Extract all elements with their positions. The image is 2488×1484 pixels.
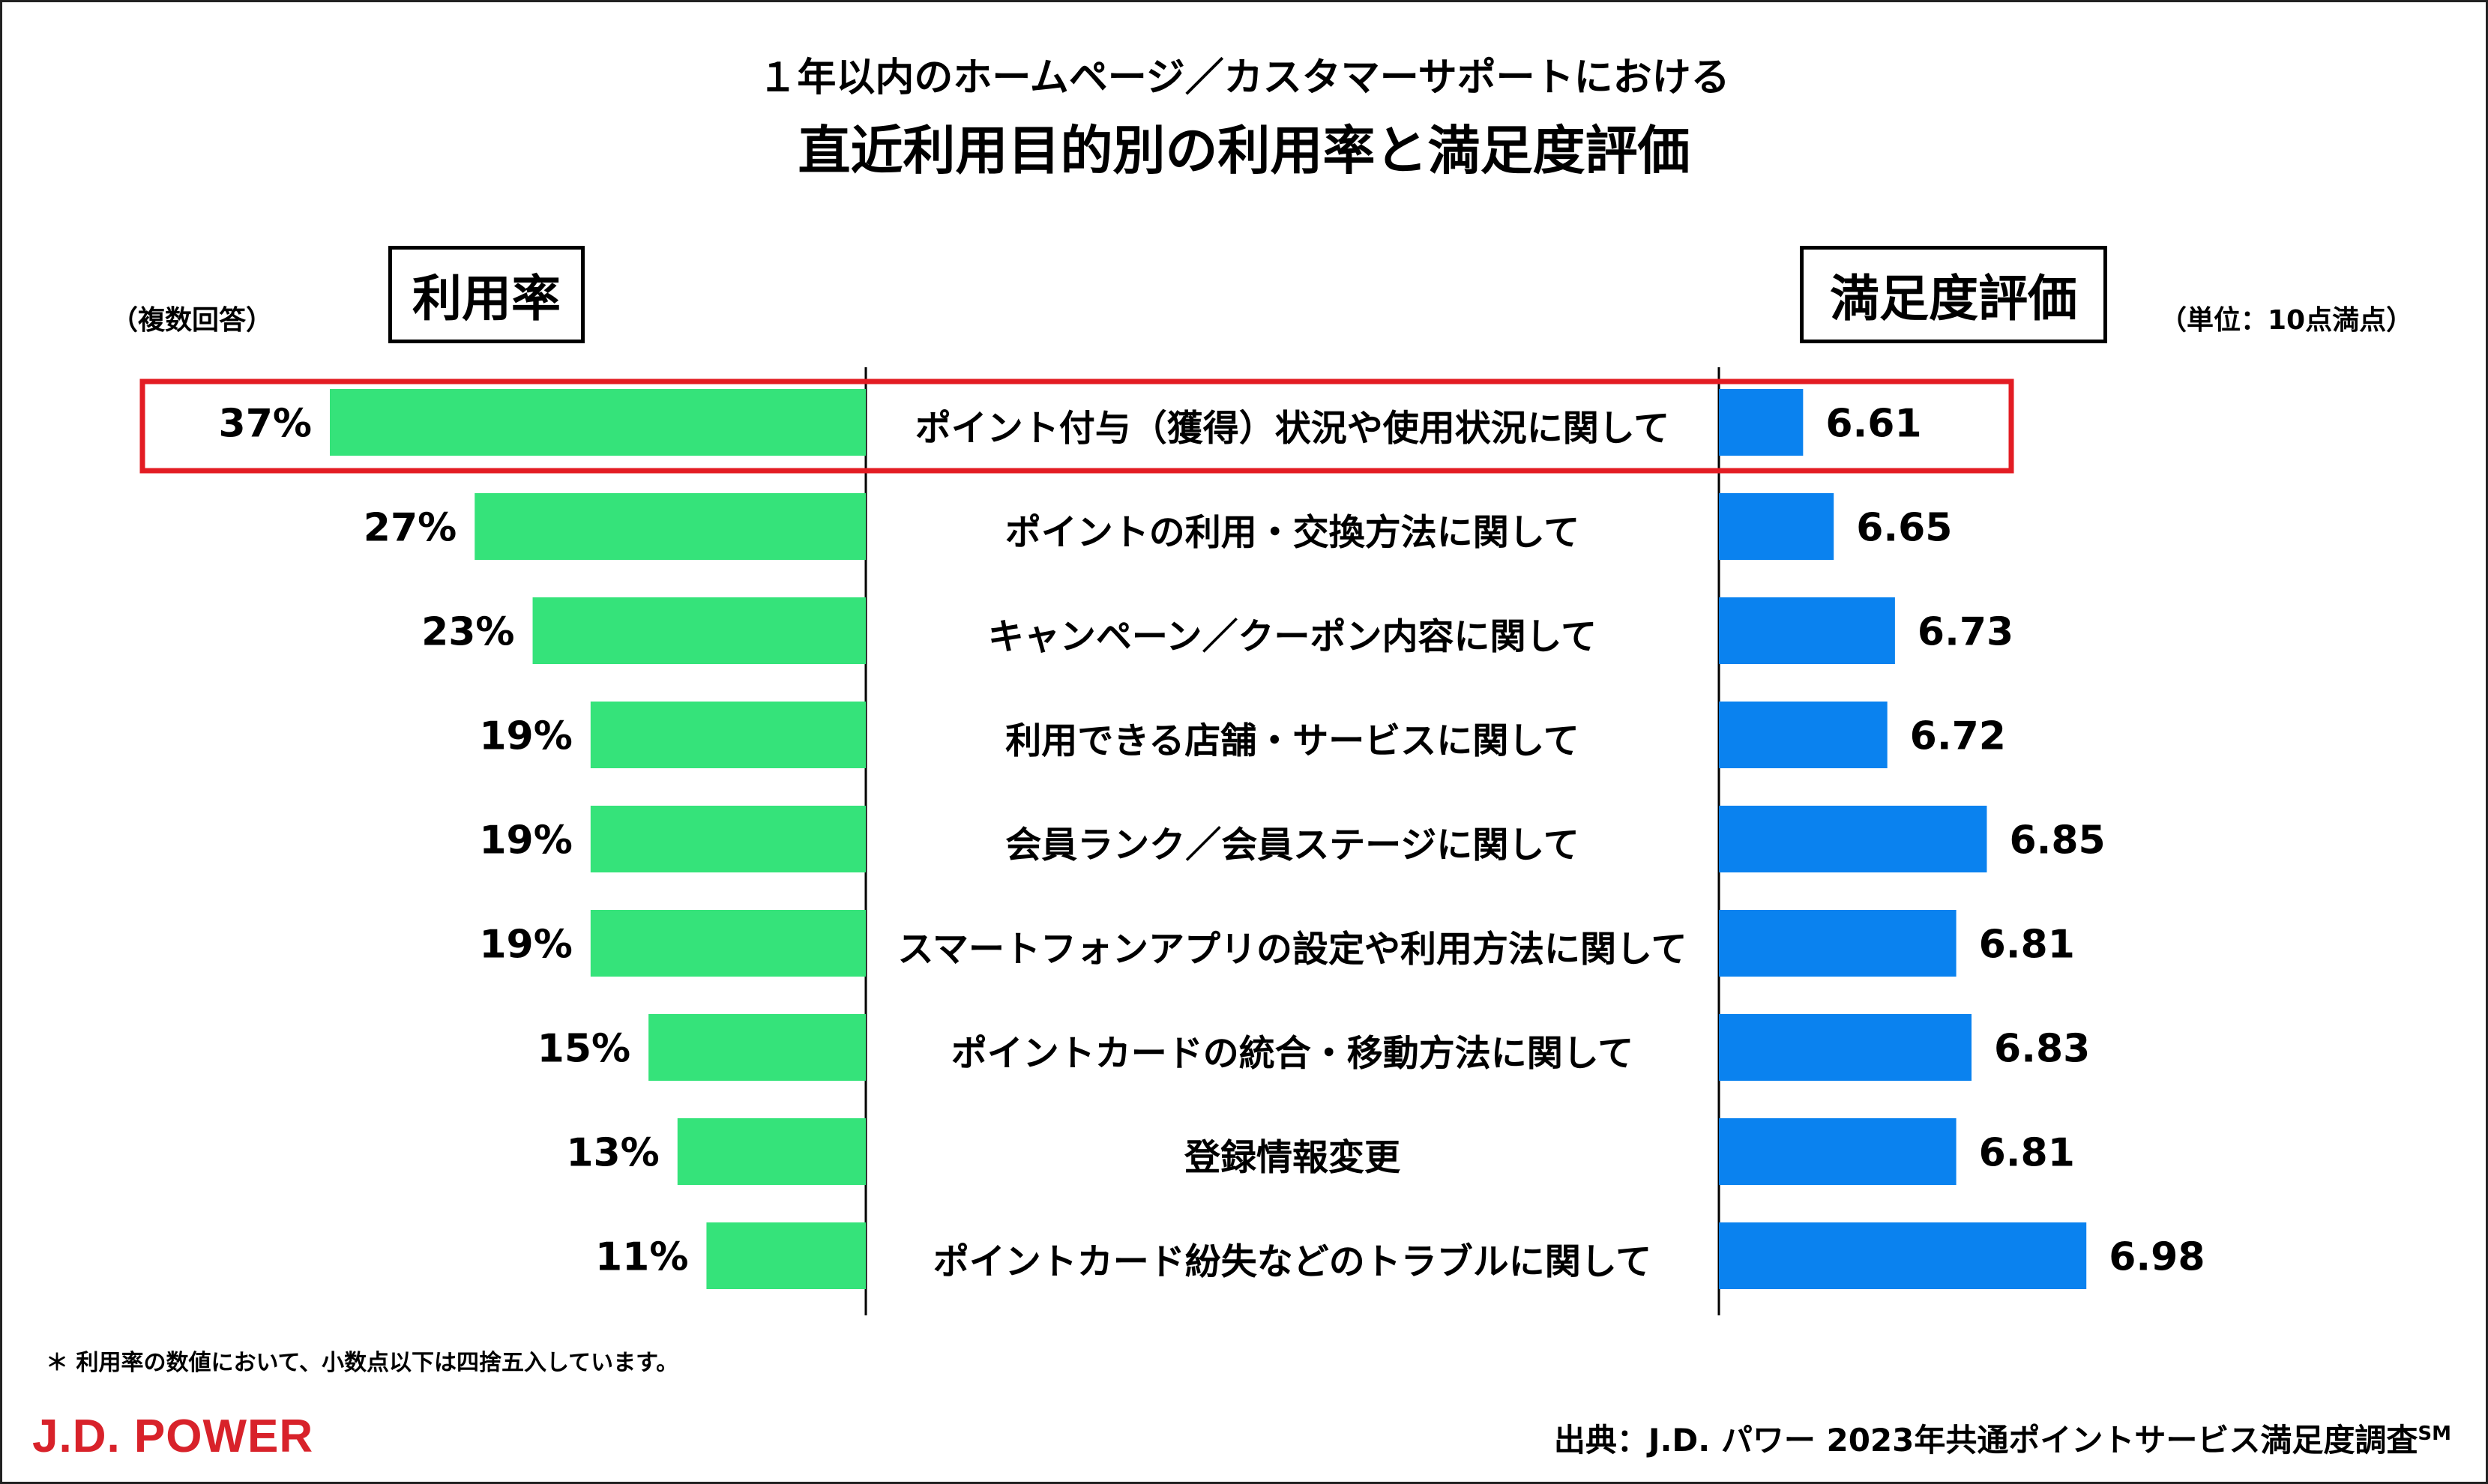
usage-bar: [330, 389, 866, 456]
satisfaction-header: 満足度評価: [1800, 246, 2107, 343]
satisfaction-bar: [1719, 1118, 1957, 1185]
jd-power-logo: J.D. POWER: [32, 1411, 314, 1462]
category-label: 会員ランク／会員ステージに関して: [1005, 824, 1579, 866]
usage-rate-header: 利用率: [388, 246, 585, 343]
usage-value-label: 23%: [421, 610, 514, 655]
usage-bar: [475, 493, 866, 560]
category-label: ポイント付与（獲得）状況や使用状況に関して: [915, 408, 1670, 450]
usage-value-label: 15%: [537, 1027, 630, 1072]
usage-bar: [590, 702, 866, 768]
satisfaction-value-label: 6.73: [1918, 610, 2013, 655]
satisfaction-value-label: 6.72: [1910, 714, 2006, 759]
chart-subtitle: １年以内のホームページ／カスタマーサポートにおける: [758, 55, 1730, 100]
category-label: キャンペーン／クーポン内容に関して: [988, 616, 1597, 658]
satisfaction-bar: [1719, 389, 1804, 456]
category-label: スマートフォンアプリの設定や利用方法に関して: [897, 929, 1687, 971]
rounding-footnote: ＊ 利用率の数値において、小数点以下は四捨五入しています。: [46, 1350, 679, 1376]
satisfaction-value-label: 6.85: [2009, 818, 2105, 863]
satisfaction-bar: [1719, 597, 1895, 664]
satisfaction-value-label: 6.81: [1979, 1131, 2075, 1176]
source-credit: 出典：J.D. パワー 2023年共通ポイントサービス満足度調査SM: [1554, 1415, 2451, 1461]
satisfaction-value-label: 6.61: [1825, 402, 1921, 447]
satisfaction-value-label: 6.98: [2109, 1235, 2205, 1280]
satisfaction-bar: [1719, 1222, 2087, 1289]
usage-value-label: 13%: [566, 1131, 659, 1176]
usage-value-label: 27%: [364, 506, 457, 551]
usage-value-label: 11%: [595, 1235, 688, 1280]
service-mark: SM: [2418, 1423, 2451, 1445]
multiple-answer-note: （複数回答）: [111, 305, 274, 336]
usage-value-label: 19%: [479, 818, 572, 863]
usage-bar: [590, 806, 866, 872]
chart-title: 直近利用目的別の利用率と満足度評価: [798, 120, 1690, 181]
usage-bar: [677, 1118, 866, 1185]
category-label: ポイントの利用・交換方法に関して: [1005, 512, 1580, 554]
satisfaction-value-label: 6.65: [1856, 506, 1952, 551]
highlight-box: [139, 378, 2014, 474]
satisfaction-bar: [1719, 910, 1957, 977]
usage-value-label: 19%: [479, 923, 572, 968]
satisfaction-bar: [1719, 1014, 1972, 1081]
category-label: ポイントカード紛失などのトラブルに関して: [933, 1241, 1652, 1283]
usage-bar: [532, 597, 866, 664]
category-label: 登録情報変更: [1184, 1137, 1401, 1179]
satisfaction-value-label: 6.83: [1994, 1027, 2090, 1072]
usage-bar: [590, 910, 866, 977]
usage-value-label: 19%: [479, 714, 572, 759]
usage-bar: [706, 1222, 866, 1289]
satisfaction-bar: [1719, 806, 1987, 872]
unit-note: （単位：10点満点）: [2160, 305, 2414, 336]
category-label: 利用できる店舗・サービスに関して: [1005, 720, 1579, 762]
satisfaction-value-label: 6.81: [1979, 923, 2075, 968]
category-label: ポイントカードの統合・移動方法に関して: [951, 1033, 1634, 1075]
usage-value-label: 37%: [219, 402, 312, 447]
usage-bar: [648, 1014, 866, 1081]
satisfaction-bar: [1719, 493, 1834, 560]
satisfaction-bar: [1719, 702, 1888, 768]
source-text: 出典：J.D. パワー 2023年共通ポイントサービス満足度調査: [1553, 1422, 2418, 1459]
